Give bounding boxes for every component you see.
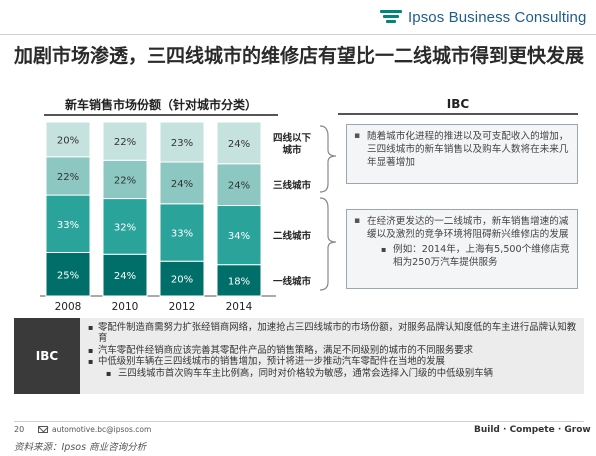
brand: Ipsos Business Consulting [380,8,586,26]
bar-segment-2014-1 [216,205,262,266]
sub-bullet-icon: ▪ [381,245,387,254]
data-label: 32% [114,222,136,233]
x-tick-label: 2010 [112,301,139,313]
data-label: 22% [57,172,79,183]
list-item: ▪ 三四线城市首次购车车主比例高，同时对价格较为敏感，通常会选择入门级的中低级别车… [106,367,494,379]
footer-divider [14,421,584,422]
bar-segment-2008-1 [45,194,91,253]
contact-email[interactable]: automotive.bc@ipsos.com [52,425,152,434]
legend-label: 二线城市 [273,230,312,242]
stacked-bar-chart: 25% 33% 22% 20% 2008 24% 32% 22% 22% 2010 20% 33% 24… [40,121,312,313]
data-label: 22% [114,137,136,148]
data-label: 33% [171,228,193,239]
header-divider [0,34,596,35]
bullet-icon: ▪ [354,216,361,226]
legend-label: 三线城市 [273,180,312,192]
data-label: 24% [228,181,250,192]
legend-label: 四线以下城市 [273,132,312,156]
data-label: 24% [228,139,250,150]
page-number: 20 [14,425,25,434]
x-tick-label: 2008 [55,301,82,313]
ipsos-logo-icon [380,8,402,26]
bar-segment-2014-3 [216,121,262,165]
bar-segment-2010-2 [102,159,148,200]
ibc-box-1: ▪ 随着城市化进程的推进以及可支配收入的增加，三四线城市的新车销售以及购车人数将… [346,124,578,184]
bar-segment-2008-0 [45,252,91,297]
data-label: 24% [114,271,136,282]
ibc-box-2-text: 在经济更发达的一二线城市，新车销售增速的减缓以及激烈的竞争环境将阻碍新兴维修店的… [367,216,569,240]
bar-segment-2012-0 [159,260,205,297]
bullet-icon: ▪ [88,323,94,332]
envelope-icon [38,426,48,433]
bar-segment-2014-0 [216,264,262,297]
bar-segment-2014-2 [216,163,262,207]
tagline: Build · Compete · Grow [474,425,591,435]
data-label: 22% [114,175,136,186]
data-label: 18% [228,276,250,287]
bottom-list: ▪ 零配件制造商需努力扩张经销商网络，加速抢占三四线城市的市场份额，对服务品牌认知… [88,322,578,379]
x-tick-label: 2014 [226,301,253,313]
data-label: 20% [57,135,79,146]
list-item: ▪ 零配件制造商需努力扩张经销商网络，加速抢占三四线城市的市场份额，对服务品牌认知… [88,322,577,345]
ibc-box-2-sub-text: 例如：2014年，上海有5,500个维修店竞相为250万汽车提供服务 [393,244,570,268]
chart-title: 新车销售市场份额（针对城市分类） [64,98,257,112]
brand-name: Ipsos Business Consulting [408,8,587,26]
bar-segment-2012-2 [159,161,205,205]
bottom-panel-label: IBC [14,318,80,394]
ibc-box-2-subitem: ▪ 例如：2014年，上海有5,500个维修店竞相为250万汽车提供服务 [367,243,571,269]
ibc-heading: IBC [338,97,578,115]
x-tick-label: 2012 [169,301,196,313]
data-label: 33% [57,220,79,231]
bottom-panel [14,318,584,394]
bullet-icon: ▪ [88,345,94,355]
bar-segment-2010-3 [102,121,148,161]
ibc-box-2: ▪ 在经济更发达的一二线城市，新车销售增速的减缓以及激烈的竞争环境将阻碍新兴维修… [346,209,578,289]
data-label: 34% [228,231,250,242]
legend-label: 一线城市 [273,275,312,287]
brace-decoration [319,125,337,291]
bullet-icon: ▪ [354,131,361,141]
bar-segment-2012-3 [159,121,205,163]
sub-bullet-icon: ▪ [106,368,112,378]
data-label: 25% [57,270,79,281]
page-title: 加剧市场渗透，三四线城市的维修店有望比一二线城市得到更快发展 [14,45,585,67]
bar-segment-2008-2 [45,156,91,196]
data-label: 20% [171,275,193,286]
data-label: 23% [171,138,193,149]
chart-title-divider [44,114,278,116]
source-note: 资料来源：Ipsos 商业咨询分析 [14,442,147,453]
ibc-box-1-text: 随着城市化进程的推进以及可支配收入的增加，三四线城市的新车销售以及购车人数将在未… [367,131,569,168]
bullet-icon: ▪ [88,357,94,367]
bar-segment-2010-1 [102,198,148,255]
data-label: 24% [171,179,193,190]
list-item: ▪ 汽车零配件经销商应该完善其零配件产品的销售策略，满足不同级别的城市的不同服务要… [88,344,474,356]
top-bar: Ipsos Business Consulting [0,0,596,36]
bar-segment-2008-3 [45,121,91,158]
list-item: ▪ 中低级别车辆在三四线城市的销售增加，预计将进一步推动汽车零配件在当地的发展 [88,356,445,368]
bar-segment-2012-1 [159,203,205,262]
